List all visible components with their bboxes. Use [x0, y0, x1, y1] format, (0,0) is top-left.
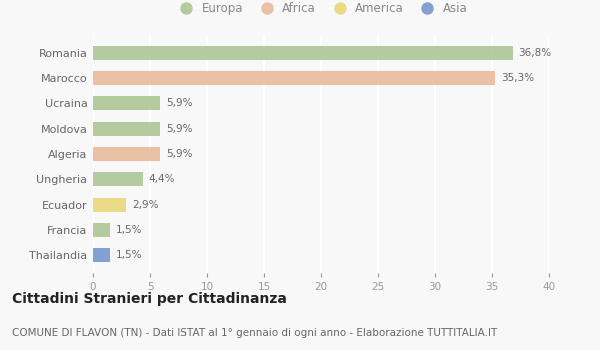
Text: 5,9%: 5,9%: [166, 149, 193, 159]
Bar: [93, 71, 496, 85]
Text: 4,4%: 4,4%: [149, 174, 175, 184]
Legend: Europa, Africa, America, Asia: Europa, Africa, America, Asia: [170, 0, 472, 20]
Bar: [93, 172, 143, 186]
Text: 36,8%: 36,8%: [518, 48, 551, 58]
Text: COMUNE DI FLAVON (TN) - Dati ISTAT al 1° gennaio di ogni anno - Elaborazione TUT: COMUNE DI FLAVON (TN) - Dati ISTAT al 1°…: [12, 328, 497, 338]
Bar: [93, 97, 160, 110]
Text: 5,9%: 5,9%: [166, 98, 193, 108]
Bar: [93, 198, 126, 211]
Text: 5,9%: 5,9%: [166, 124, 193, 134]
Text: 2,9%: 2,9%: [132, 199, 158, 210]
Bar: [93, 122, 160, 136]
Bar: [93, 46, 512, 60]
Bar: [93, 223, 110, 237]
Bar: [93, 248, 110, 262]
Bar: [93, 147, 160, 161]
Text: 35,3%: 35,3%: [501, 73, 534, 83]
Text: 1,5%: 1,5%: [116, 225, 142, 235]
Text: Cittadini Stranieri per Cittadinanza: Cittadini Stranieri per Cittadinanza: [12, 292, 287, 306]
Text: 1,5%: 1,5%: [116, 250, 142, 260]
